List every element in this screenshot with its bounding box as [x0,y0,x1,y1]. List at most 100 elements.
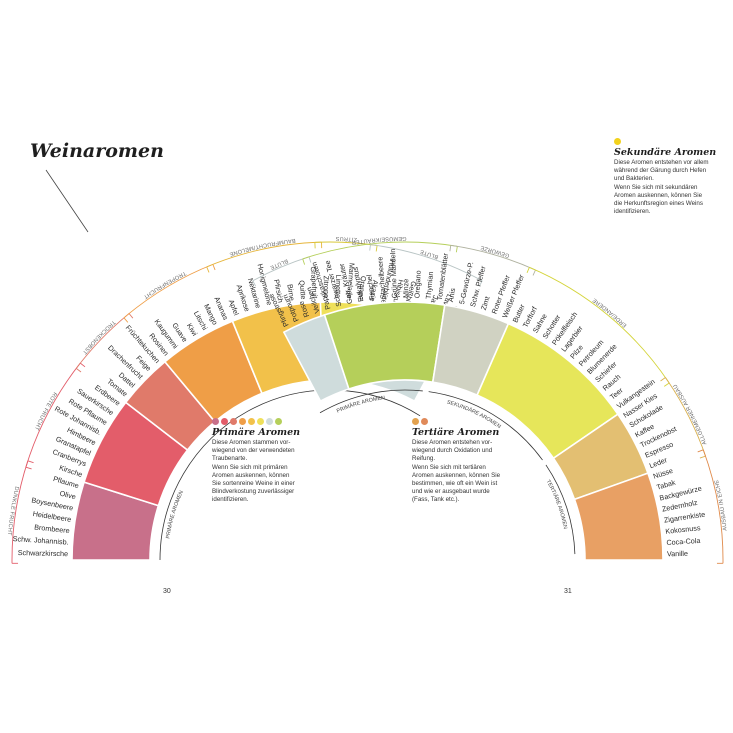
aroma-item-label: Grüne Mandeln [388,249,399,299]
category-bracket-tick [526,267,530,274]
aroma-item-label: Marmelade [345,263,357,300]
aroma-item-label: Kokosnuss [665,523,701,536]
category-bracket-tick [212,264,216,271]
legend-primary-dot [248,418,255,425]
aroma-item-label: Vanille [667,549,688,558]
category-bracket-tick [375,245,378,252]
category-bracket-tick [128,313,134,319]
legend-primary: Primäre Aromen Diese Aromen stammen vor-… [212,418,332,505]
legend-tertiary-text: Diese Aromen entstehen vor- wiegend durc… [412,439,501,504]
legend-tertiary-dot [421,418,428,425]
legend-primary-dot [221,418,228,425]
legend-primary-dot [266,418,273,425]
category-bracket-tick [660,377,666,382]
category-label: ZITRUS [335,235,357,242]
category-bracket-tick [252,280,257,287]
aroma-item-label: Brombeere [34,522,70,535]
aroma-item-label: Akazie [368,279,380,302]
ring-label: PRIMÄRE AROMEN [165,490,185,539]
category-label: GEMÜSE/KRÄUTER [351,235,407,245]
aroma-item-label: Grapefruit [309,266,320,298]
legend-secondary-dots [614,138,729,145]
title-pointer-line [45,169,89,233]
category-bracket-tick [75,367,82,373]
category-bracket-tick [25,466,32,470]
legend-tertiary-title: Tertiäre Aromen [412,427,500,438]
aroma-item-label: Anis [446,287,457,303]
inner-ring-arc [545,464,576,555]
ring-label: PRIMÄRE AROMEN [336,395,386,414]
category-bracket-tick [455,246,458,253]
aroma-item-label: Heidelbeere [32,509,72,524]
segment-band [573,472,664,561]
category-bracket [123,263,214,319]
category-bracket-tick [302,258,306,265]
page-number-right: 31 [564,588,572,595]
ring-label: TERTIÄRE AROMEN [545,479,568,530]
legend-primary-dot [230,418,237,425]
category-bracket-tick [699,455,706,459]
category-bracket [302,241,458,260]
category-label: ALLGEMEINER AUSBAU [672,383,708,446]
category-bracket-tick [663,382,670,387]
category-bracket-tick [27,460,34,464]
legend-primary-title: Primäre Aromen [212,427,301,438]
category-bracket-tick [80,362,86,368]
aroma-item-label: Minze [401,279,410,298]
inner-ring-arc [428,391,543,461]
legend-secondary: Sekundäre Aromen Diese Aromen entstehen … [614,138,729,216]
category-bracket [206,241,322,268]
aroma-item-label: Fenchel [364,274,376,301]
aroma-item-label: Schwarzkirsche [18,548,69,558]
aroma-item-label: Thymian [424,271,435,299]
category-bracket-tick [206,266,210,273]
legend-primary-dot [212,418,219,425]
legend-primary-text: Diese Aromen stammen vor- wiegend von de… [212,439,295,504]
legend-secondary-text: Diese Aromen entstehen vor allem während… [614,159,709,216]
legend-tertiary-dots [412,418,532,425]
legend-primary-dot [257,418,264,425]
legend-tertiary-dot [412,418,419,425]
category-label: GEWÜRZE [480,244,511,258]
aroma-item-label: Zimt [479,295,492,311]
inner-ring-arc [319,389,423,414]
category-label: BLÜTE [419,248,439,260]
inner-ring-arc [159,389,421,561]
legend-secondary-title: Sekundäre Aromen [614,147,717,158]
category-label: ERDE/ANDERE [592,296,629,328]
page-number-left: 30 [163,588,171,595]
category-bracket-tick [532,269,536,276]
category-bracket-tick [308,256,312,263]
aroma-item-label: Pfirsich [272,279,285,304]
category-bracket-tick [697,449,704,453]
segment-erde-andere: ButterTorftorfSahneSchotterPökelfleischL… [476,266,670,460]
category-bracket-tick [449,245,452,252]
category-label: BAUMFRUCHT/MELONE [228,237,295,257]
aroma-item-label: Stachelbeere [375,256,387,299]
page-title: Weinaromen [30,140,164,162]
aroma-item-label: Olive [59,489,77,502]
category-label: TROPENFRUCHT [142,270,187,300]
category-bracket [529,266,670,384]
aroma-item-label: Quitte [297,280,308,300]
aroma-item-label: Schw. Johannisb. [12,534,68,547]
category-bracket [702,449,724,564]
category-bracket [11,460,29,564]
legend-tertiary: Tertiäre Aromen Diese Aromen entstehen v… [412,418,532,505]
category-bracket-tick [478,280,483,287]
category-bracket [25,362,81,468]
category-label: DUNKLE FRUCHT [6,486,20,536]
legend-primary-dots [212,418,332,425]
legend-secondary-dot [614,138,621,145]
category-bracket-tick [369,244,371,251]
category-bracket [370,244,483,282]
legend-primary-dot [239,418,246,425]
aroma-item-label: Limette [334,274,344,298]
aroma-item-label: Birne [285,283,296,301]
legend-primary-dot [275,418,282,425]
aroma-item-label: Coca-Cola [666,536,700,547]
